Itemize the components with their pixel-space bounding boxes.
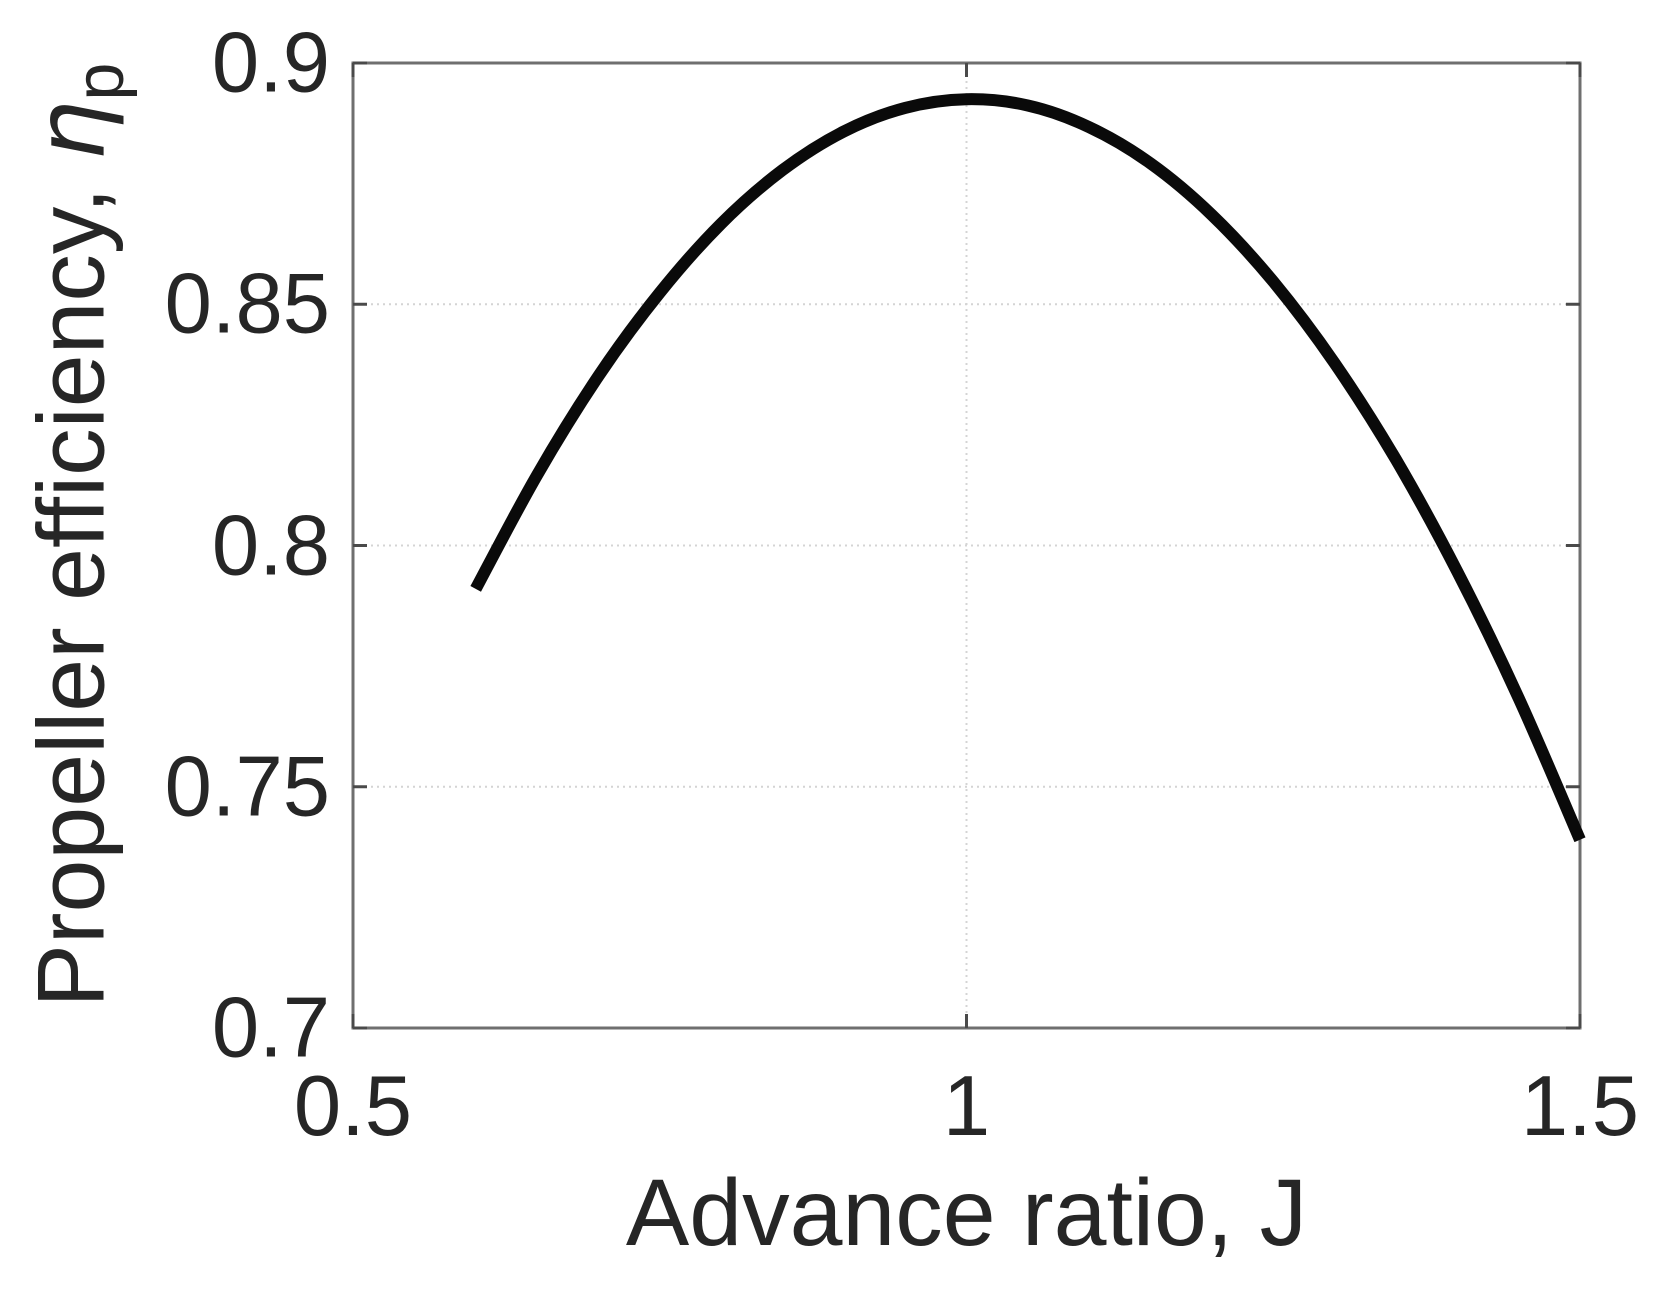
x-tick-label: 1.5 <box>1520 1059 1640 1154</box>
x-tick-label: 0.5 <box>293 1059 413 1154</box>
eta-subscript: p <box>61 62 138 101</box>
y-axis-title: Propeller efficiency, ηp <box>17 63 138 1008</box>
y-tick-label: 0.75 <box>164 739 330 835</box>
x-axis-title: Advance ratio, J <box>625 1160 1308 1266</box>
efficiency-curve <box>470 93 1586 843</box>
y-axis-title-text: Propeller efficiency, <box>18 160 125 1008</box>
y-tick-label: 0.8 <box>211 498 330 593</box>
eta-symbol: η <box>16 100 127 161</box>
y-tick-label: 0.9 <box>211 15 330 111</box>
y-tick-label: 0.85 <box>164 256 330 352</box>
y-tick-label: 0.7 <box>211 980 330 1076</box>
x-tick-label: 1 <box>942 1059 991 1154</box>
